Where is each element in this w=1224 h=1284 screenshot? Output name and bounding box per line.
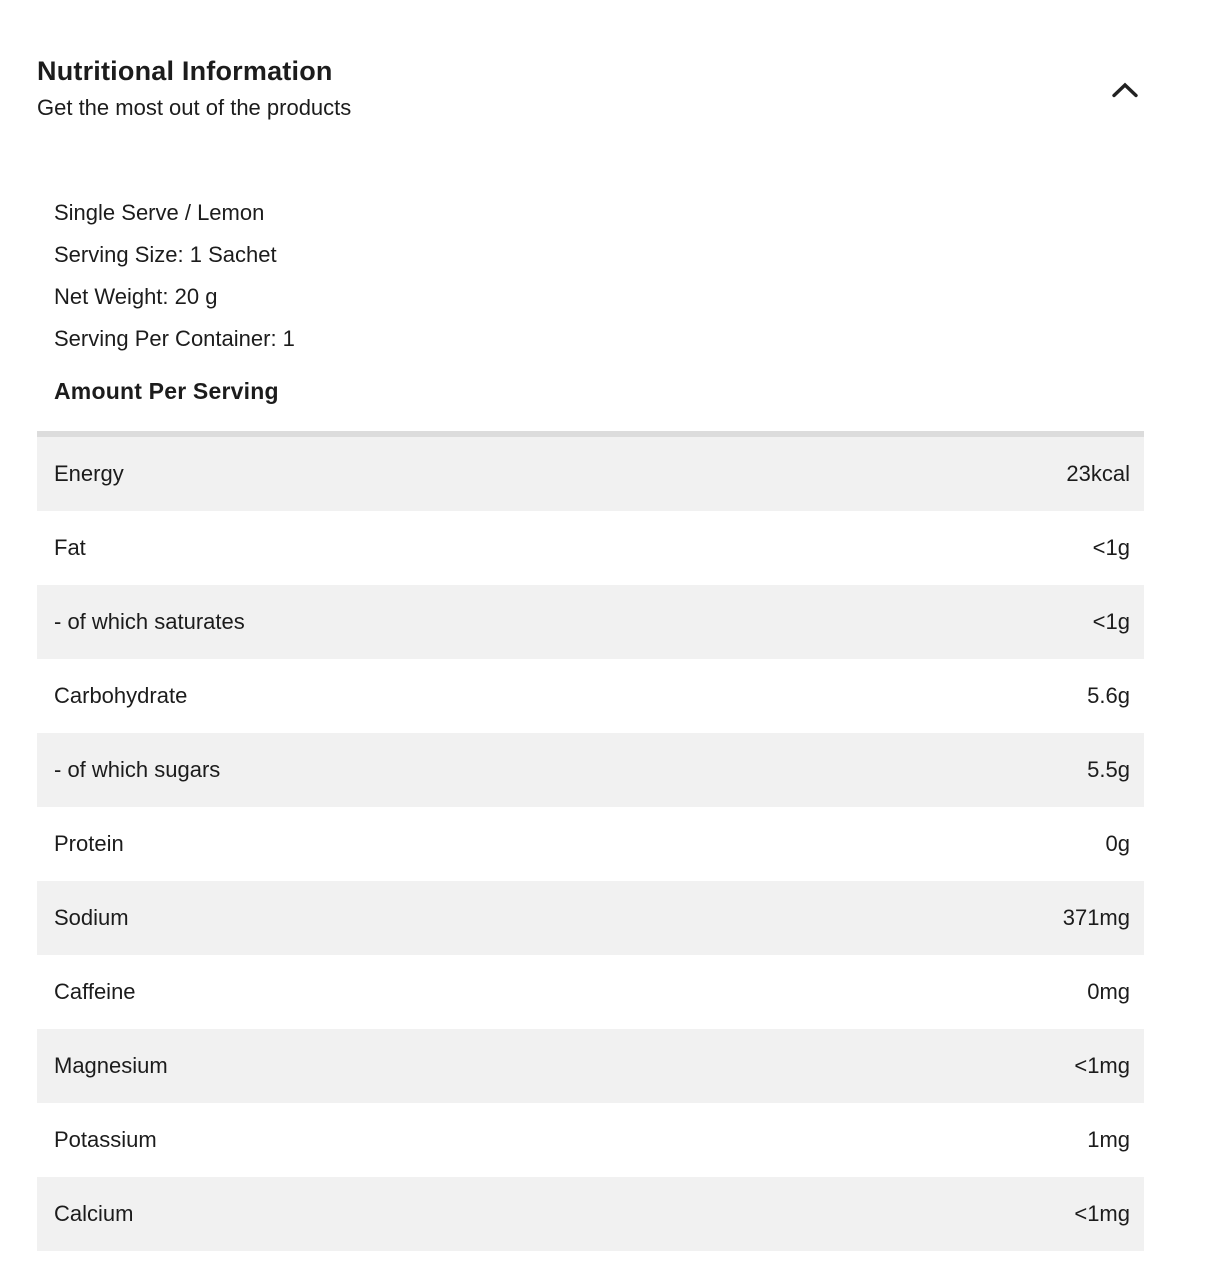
servings-per-container: Serving Per Container: 1 xyxy=(54,326,295,351)
table-row: Calcium <1mg xyxy=(37,1177,1144,1251)
table-row: Protein 0g xyxy=(37,807,1144,881)
nutrient-value: 371mg xyxy=(1062,905,1130,930)
table-row: Potassium 1mg xyxy=(37,1103,1144,1177)
nutrition-table: Energy 23kcal Fat <1g - of which saturates <1… xyxy=(37,431,1144,1251)
table-row: - of which sugars 5.5g xyxy=(37,733,1144,807)
product-variant: Single Serve / Lemon xyxy=(54,200,265,225)
nutritional-information-section: Nutritional Information Get the most out… xyxy=(37,56,1144,1251)
collapse-section-button[interactable] xyxy=(1107,77,1143,103)
nutrient-value: <1g xyxy=(1092,535,1130,560)
nutrient-value: 0g xyxy=(1105,831,1130,856)
nutrient-value: <1g xyxy=(1092,609,1130,634)
table-row: Energy 23kcal xyxy=(37,437,1144,511)
nutrient-label: Protein xyxy=(54,831,124,856)
section-title: Nutritional Information xyxy=(37,56,333,86)
nutrient-label: - of which saturates xyxy=(54,609,245,634)
table-row: - of which saturates <1g xyxy=(37,585,1144,659)
serving-size: Serving Size: 1 Sachet xyxy=(54,242,277,267)
net-weight: Net Weight: 20 g xyxy=(54,284,218,309)
nutrient-label: Energy xyxy=(54,461,124,486)
amount-per-serving-heading: Amount Per Serving xyxy=(54,378,279,404)
nutrient-label: Caffeine xyxy=(54,979,136,1004)
table-row: Fat <1g xyxy=(37,511,1144,585)
section-header: Nutritional Information Get the most out… xyxy=(37,56,1144,121)
nutrient-value: 5.5g xyxy=(1087,757,1130,782)
nutrient-label: Magnesium xyxy=(54,1053,168,1078)
nutrient-label: Sodium xyxy=(54,905,129,930)
table-row: Caffeine 0mg xyxy=(37,955,1144,1029)
nutrient-value: 0mg xyxy=(1087,979,1130,1004)
nutrient-value: 23kcal xyxy=(1066,461,1130,486)
nutrient-value: <1mg xyxy=(1074,1201,1130,1226)
nutrient-label: - of which sugars xyxy=(54,757,221,782)
table-row: Sodium 371mg xyxy=(37,881,1144,955)
nutrient-value: <1mg xyxy=(1074,1053,1130,1078)
product-info-block: Single Serve / Lemon Serving Size: 1 Sac… xyxy=(37,192,1144,360)
nutrient-label: Potassium xyxy=(54,1127,157,1152)
table-row: Magnesium <1mg xyxy=(37,1029,1144,1103)
nutrient-label: Fat xyxy=(54,535,86,560)
nutrient-label: Calcium xyxy=(54,1201,134,1226)
nutrient-value: 5.6g xyxy=(1087,683,1130,708)
nutrient-value: 1mg xyxy=(1087,1127,1130,1152)
chevron-up-icon xyxy=(1111,82,1139,102)
nutrient-label: Carbohydrate xyxy=(54,683,188,708)
table-row: Carbohydrate 5.6g xyxy=(37,659,1144,733)
section-subtitle: Get the most out of the products xyxy=(37,95,352,120)
